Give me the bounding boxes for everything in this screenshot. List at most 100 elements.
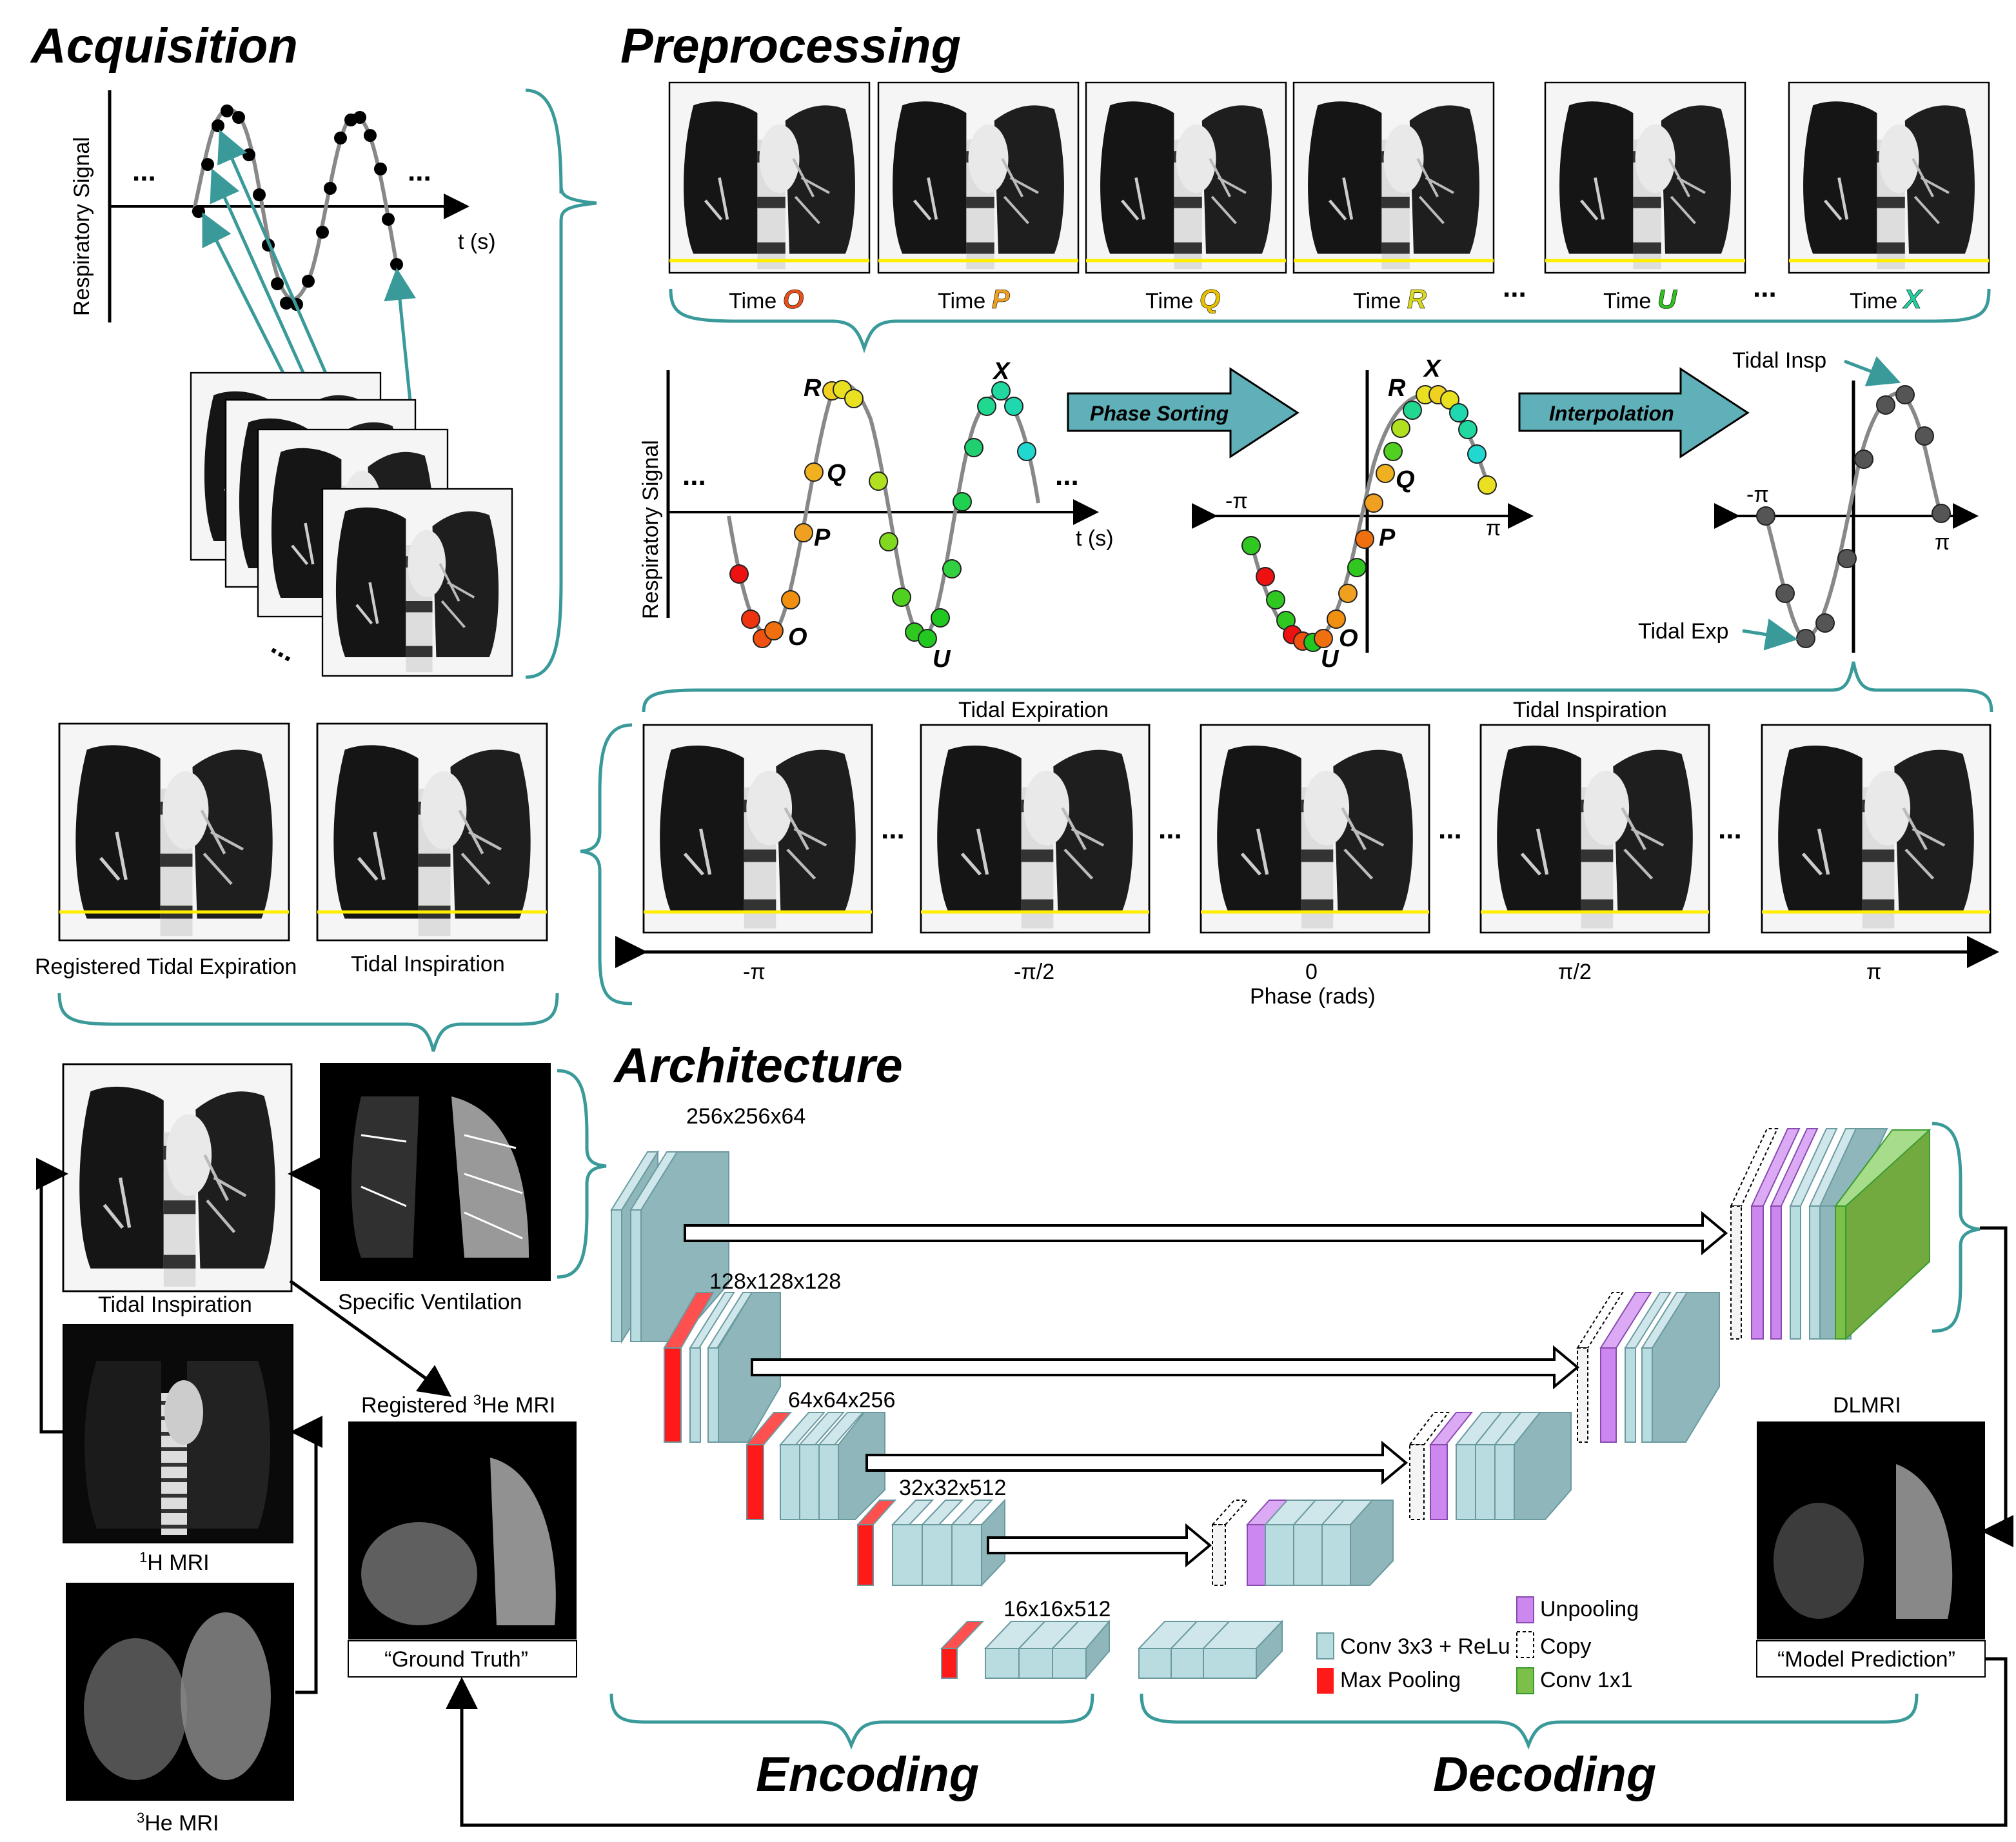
tidal-insp-label: Tidal Insp (1732, 348, 1826, 373)
phase-tick-0: -π (743, 960, 766, 984)
acquisition-title: Acquisition (30, 19, 298, 74)
phase-frames (644, 725, 1990, 933)
pre-top-brace (669, 288, 1991, 353)
time-x: Time X (1850, 284, 1924, 314)
legend: Conv 3x3 + ReLu Max Pooling Unpooling Co… (1316, 1596, 1639, 1694)
legend-copy: Copy (1540, 1634, 1591, 1659)
phase-sorting-label: Phase Sorting (1090, 402, 1229, 425)
inputs-brace (557, 1069, 607, 1279)
reg-he-image (348, 1421, 577, 1639)
decoding-brace (1140, 1693, 1919, 1750)
interp-pi: π (1935, 530, 1950, 555)
time-u: Time U (1603, 284, 1678, 314)
acq-brace (525, 88, 597, 679)
he-mri-label: 3He MRI (137, 1810, 219, 1836)
registered-insp-label: Tidal Inspiration (351, 952, 505, 976)
pre-xlabel: t (s) (1076, 526, 1114, 551)
time-q: Time Q (1145, 284, 1220, 315)
h-mri-label: 1H MRI (139, 1549, 210, 1576)
pre-dots-left: ... (682, 460, 706, 491)
decoding-title: Decoding (1433, 1747, 1656, 1802)
acq-ylabel: Respiratory Signal (70, 137, 94, 316)
acq-dots-right: ... (408, 155, 431, 187)
phase-dots-3: ... (1438, 813, 1462, 845)
reg-he-label: Registered 3He MRI (361, 1392, 555, 1418)
unet: 256x256x64 128x128x128 64x64x256 32x32x5… (610, 1104, 1931, 1680)
dim-4: 32x32x512 (899, 1476, 1006, 1500)
interpolation-label: Interpolation (1549, 402, 1674, 425)
tidal-inspiration-heading: Tidal Inspiration (1513, 698, 1667, 722)
pre-time-frames (669, 83, 1989, 273)
phase-brace (580, 723, 633, 1005)
phase-dots-4: ... (1718, 813, 1742, 845)
time-dots-1: ... (1503, 272, 1527, 303)
phase-axis-label: Phase (rads) (1250, 984, 1376, 1009)
registered-exp-label: Registered Tidal Expiration (35, 955, 297, 979)
time-dots-2: ... (1753, 272, 1777, 303)
pre-letter-p: P (814, 524, 831, 551)
sorted-letter-p: P (1379, 524, 1396, 551)
legend-maxpool: Max Pooling (1340, 1668, 1461, 1692)
pre-letter-x: X (992, 358, 1011, 385)
phase-tick-3: π/2 (1558, 960, 1592, 984)
preprocessing-title: Preprocessing (620, 19, 961, 74)
pre-letter-q: Q (827, 460, 846, 487)
dlmri-image (1757, 1421, 1985, 1639)
legend-conv1: Conv 1x1 (1540, 1668, 1633, 1692)
specific-ventilation-image (320, 1063, 551, 1281)
dim-2: 128x128x128 (709, 1269, 841, 1294)
phase-dots-2: ... (1158, 813, 1182, 845)
pre-dots-right: ... (1055, 460, 1079, 491)
pre-ylabel: Respiratory Signal (638, 440, 663, 619)
he-mri-image (66, 1583, 294, 1801)
acq-stack-dots: ... (266, 629, 302, 668)
pre-letter-o: O (788, 624, 807, 651)
acquisition-plot: Respiratory Signal t (s) ... ... (70, 90, 496, 491)
registered-brace (57, 993, 559, 1052)
sorted-letter-q: Q (1396, 466, 1415, 493)
sorted-letter-u: U (1321, 646, 1339, 673)
sorted-neg-pi: -π (1225, 489, 1248, 513)
dlmri-label: DLMRI (1833, 1393, 1901, 1418)
phase-tick-1: -π/2 (1014, 960, 1054, 984)
legend-unpool: Unpooling (1540, 1597, 1639, 1621)
model-prediction-label: “Model Prediction” (1777, 1647, 1955, 1672)
encoding-title: Encoding (756, 1747, 979, 1802)
pre-mid-brace (642, 661, 1993, 713)
dim-3: 64x64x256 (788, 1388, 895, 1412)
acq-xlabel: t (s) (458, 230, 496, 254)
tidal-exp-label: Tidal Exp (1638, 619, 1728, 644)
interpolated-plot: -π π Tidal Insp Tidal Exp (1638, 348, 1979, 653)
output-brace (1932, 1122, 1981, 1333)
dim-1: 256x256x64 (686, 1104, 805, 1129)
phase-sorting-arrow: Phase Sorting (1067, 367, 1300, 459)
phase-sorted-plot: -π π O P Q R U X (1192, 355, 1534, 673)
dim-5: 16x16x512 (1003, 1597, 1111, 1621)
acq-image-stack: ... (191, 373, 512, 676)
phase-tick-2: 0 (1305, 960, 1318, 984)
time-o: Time O (729, 284, 804, 314)
registered-pair (59, 724, 547, 940)
sorted-letter-o: O (1339, 625, 1358, 652)
input-tidal-insp-image (63, 1064, 292, 1291)
time-r: Time R (1353, 284, 1427, 314)
ground-truth-label: “Ground Truth” (384, 1647, 528, 1672)
pre-time-plot: Respiratory Signal t (s) ... ... O P Q R… (638, 358, 1114, 673)
phase-tick-4: π (1866, 960, 1881, 984)
encoding-brace (609, 1693, 1094, 1750)
pre-letter-u: U (933, 646, 951, 673)
acq-dots-left: ... (132, 155, 156, 187)
architecture-title: Architecture (613, 1038, 903, 1093)
pre-letter-r: R (804, 375, 822, 402)
sorted-letter-x: X (1423, 355, 1442, 382)
time-p: Time P (938, 284, 1011, 314)
sorted-letter-r: R (1388, 375, 1406, 402)
specific-vent-label: Specific Ventilation (338, 1290, 522, 1314)
input-tidal-insp-label: Tidal Inspiration (98, 1292, 252, 1317)
interp-neg-pi: -π (1746, 482, 1769, 507)
h-mri-image (63, 1324, 293, 1543)
phase-dots-1: ... (881, 813, 905, 845)
interpolation-arrow: Interpolation (1518, 367, 1750, 459)
sorted-pi: π (1486, 516, 1501, 540)
